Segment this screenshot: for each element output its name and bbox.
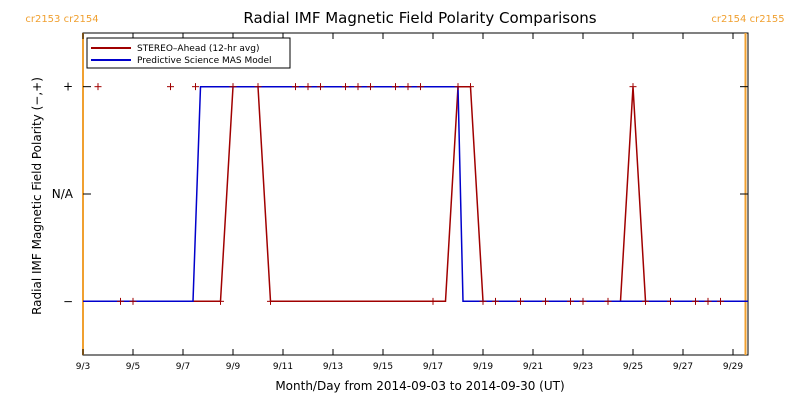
data-point [454, 83, 462, 91]
data-point [192, 83, 199, 91]
y-axis-label: Radial IMF Magnetic Field Polarity (−,+) [30, 77, 44, 315]
x-tick-label: 9/7 [176, 362, 190, 372]
data-point [492, 297, 499, 305]
data-point [317, 83, 324, 91]
data-point [417, 83, 424, 91]
x-tick-label: 9/15 [373, 362, 393, 372]
data-point [342, 83, 349, 91]
x-tick-label: 9/27 [673, 362, 693, 372]
data-point [392, 83, 399, 91]
x-axis-label: Month/Day from 2014-09-03 to 2014-09-30 … [275, 379, 564, 393]
data-point [304, 83, 312, 91]
data-point [217, 297, 224, 305]
data-point [404, 83, 412, 91]
data-point [542, 297, 549, 305]
data-point [667, 297, 674, 305]
data-point [517, 297, 524, 305]
chart-title: Radial IMF Magnetic Field Polarity Compa… [243, 9, 596, 27]
data-point [117, 297, 124, 305]
x-tick-label: 9/21 [523, 362, 543, 372]
x-tick-label: 9/13 [323, 362, 343, 372]
legend-label-stereo: STEREO–Ahead (12-hr avg) [137, 44, 259, 54]
data-point [692, 297, 699, 305]
carrington-label: cr2153 cr2154 [25, 14, 98, 25]
data-point [129, 297, 137, 305]
x-tick-label: 9/19 [473, 362, 493, 372]
data-point [94, 83, 102, 91]
x-tick-label: 9/23 [573, 362, 593, 372]
data-point [229, 83, 237, 91]
data-point [479, 297, 487, 305]
data-point [629, 83, 637, 91]
x-tick-label: 9/5 [126, 362, 140, 372]
data-point [292, 83, 299, 91]
x-tick-label: 9/17 [423, 362, 443, 372]
data-point [717, 297, 724, 305]
carrington-label: cr2154 cr2155 [711, 14, 784, 25]
y-tick-label: − [63, 294, 73, 308]
x-tick-label: 9/25 [623, 362, 643, 372]
x-tick-label: 9/3 [76, 362, 90, 372]
legend-box [86, 37, 291, 69]
data-point [354, 83, 362, 91]
y-tick-label: N/A [52, 187, 74, 201]
data-point [254, 83, 262, 91]
data-point [704, 297, 712, 305]
data-point [567, 297, 574, 305]
x-tick-label: 9/11 [273, 362, 293, 372]
data-point [429, 297, 437, 305]
data-point [467, 83, 474, 91]
data-point [367, 83, 374, 91]
data-point [167, 83, 174, 91]
data-point [642, 297, 649, 305]
data-point [579, 297, 587, 305]
data-point [267, 297, 274, 305]
data-point [604, 297, 612, 305]
x-tick-label: 9/9 [226, 362, 241, 372]
legend-label-mas: Predictive Science MAS Model [137, 56, 272, 66]
x-tick-label: 9/29 [723, 362, 743, 372]
legend: STEREO–Ahead (12-hr avg) Predictive Scie… [86, 37, 291, 69]
series-line-0 [83, 85, 748, 303]
series-line-1 [83, 85, 748, 303]
plot-frame [82, 32, 749, 356]
y-tick-label: + [63, 80, 73, 94]
